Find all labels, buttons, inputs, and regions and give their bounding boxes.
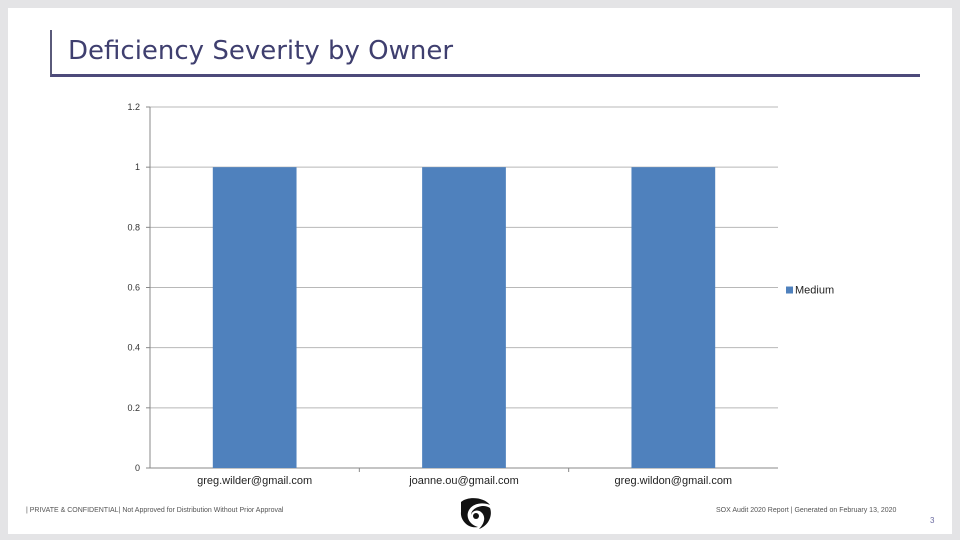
title-bar: Deficiency Severity by Owner bbox=[50, 30, 920, 77]
y-tick-label: 0.6 bbox=[127, 283, 140, 293]
y-tick-label: 0.4 bbox=[127, 343, 140, 353]
confidentiality-footer: | PRIVATE & CONFIDENTIAL| Not Approved f… bbox=[26, 507, 284, 514]
page-title: Deficiency Severity by Owner bbox=[68, 36, 454, 66]
y-tick-label: 1.2 bbox=[127, 102, 140, 112]
legend-label: Medium bbox=[795, 285, 834, 297]
y-tick-label: 1 bbox=[135, 162, 140, 172]
bar bbox=[422, 167, 506, 468]
y-tick-label: 0.2 bbox=[127, 403, 140, 413]
legend-swatch bbox=[786, 286, 793, 294]
x-category-label: joanne.ou@gmail.com bbox=[408, 475, 519, 487]
y-tick-label: 0.8 bbox=[127, 222, 140, 232]
bar bbox=[212, 167, 297, 468]
swirl-logo-icon bbox=[458, 496, 493, 531]
y-tick-label: 0 bbox=[135, 463, 140, 473]
bar bbox=[631, 167, 716, 468]
report-footer: SOX Audit 2020 Report | Generated on Feb… bbox=[716, 507, 897, 514]
x-category-label: greg.wildon@gmail.com bbox=[615, 475, 733, 487]
page-number: 3 bbox=[930, 516, 935, 525]
x-category-label: greg.wilder@gmail.com bbox=[197, 475, 312, 487]
